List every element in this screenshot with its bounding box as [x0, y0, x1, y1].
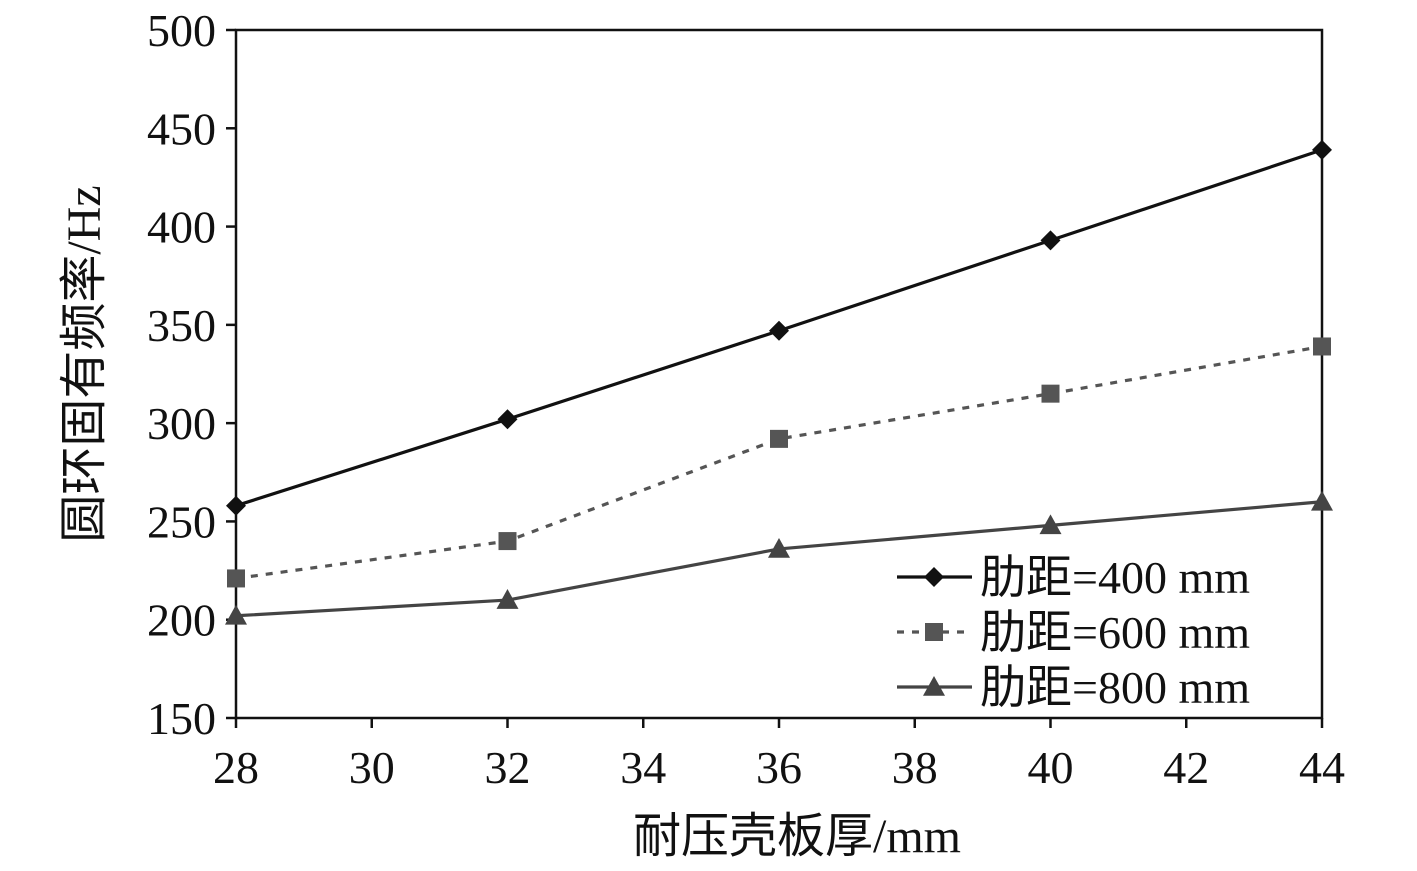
legend-item-3: 肋距=800 mm: [897, 662, 1250, 713]
x-axis-ticks: 28 30 32 34 36 38 40 42 44: [213, 718, 1345, 793]
x-tick-label: 30: [349, 742, 395, 793]
series-2: [227, 337, 1331, 588]
x-axis-title: 耐压壳板厚/mm: [633, 810, 961, 863]
data-point: [1311, 490, 1333, 511]
data-point: [497, 409, 518, 430]
data-point: [1041, 384, 1060, 403]
y-axis-title: 圆环固有频率/Hz: [58, 185, 111, 542]
data-point: [1039, 514, 1062, 535]
legend-item-1: 肋距=400 mm: [897, 552, 1250, 603]
legend-marker: [925, 623, 943, 641]
legend-item-2: 肋距=600 mm: [897, 607, 1250, 658]
legend-marker: [923, 676, 945, 696]
legend-marker: [924, 567, 944, 587]
y-tick-label: 200: [147, 595, 216, 646]
x-tick-label: 44: [1299, 742, 1345, 793]
x-tick-label: 36: [756, 742, 802, 793]
data-point: [769, 320, 789, 341]
y-axis-ticks: 150 200 250 300 350 400 450 500: [147, 5, 236, 744]
data-point: [226, 495, 246, 516]
y-tick-label: 150: [147, 693, 216, 744]
y-tick-label: 500: [147, 5, 216, 56]
series-3: [225, 490, 1333, 625]
data-point: [1312, 139, 1332, 160]
data-point: [768, 537, 790, 558]
y-tick-label: 300: [147, 398, 216, 449]
data-point: [770, 429, 788, 448]
series-line: [235, 344, 1323, 581]
data-point: [1313, 337, 1331, 356]
x-tick-label: 40: [1028, 742, 1074, 793]
y-tick-label: 400: [147, 202, 216, 253]
data-point: [1040, 230, 1061, 251]
y-tick-label: 350: [147, 300, 216, 351]
legend-label: 肋距=800 mm: [980, 662, 1250, 713]
y-tick-label: 250: [147, 496, 216, 547]
series-1: [226, 139, 1332, 516]
data-point: [227, 569, 245, 588]
series-layer: [225, 139, 1333, 625]
x-tick-label: 38: [892, 742, 938, 793]
data-point: [496, 589, 519, 609]
y-tick-label: 450: [147, 103, 216, 154]
legend-label: 肋距=400 mm: [980, 552, 1250, 603]
data-point: [225, 604, 247, 625]
x-tick-label: 42: [1163, 742, 1209, 793]
data-point: [498, 532, 517, 551]
x-tick-label: 32: [485, 742, 531, 793]
legend-label: 肋距=600 mm: [980, 607, 1250, 658]
x-tick-label: 28: [213, 742, 259, 793]
x-tick-label: 34: [620, 742, 666, 793]
